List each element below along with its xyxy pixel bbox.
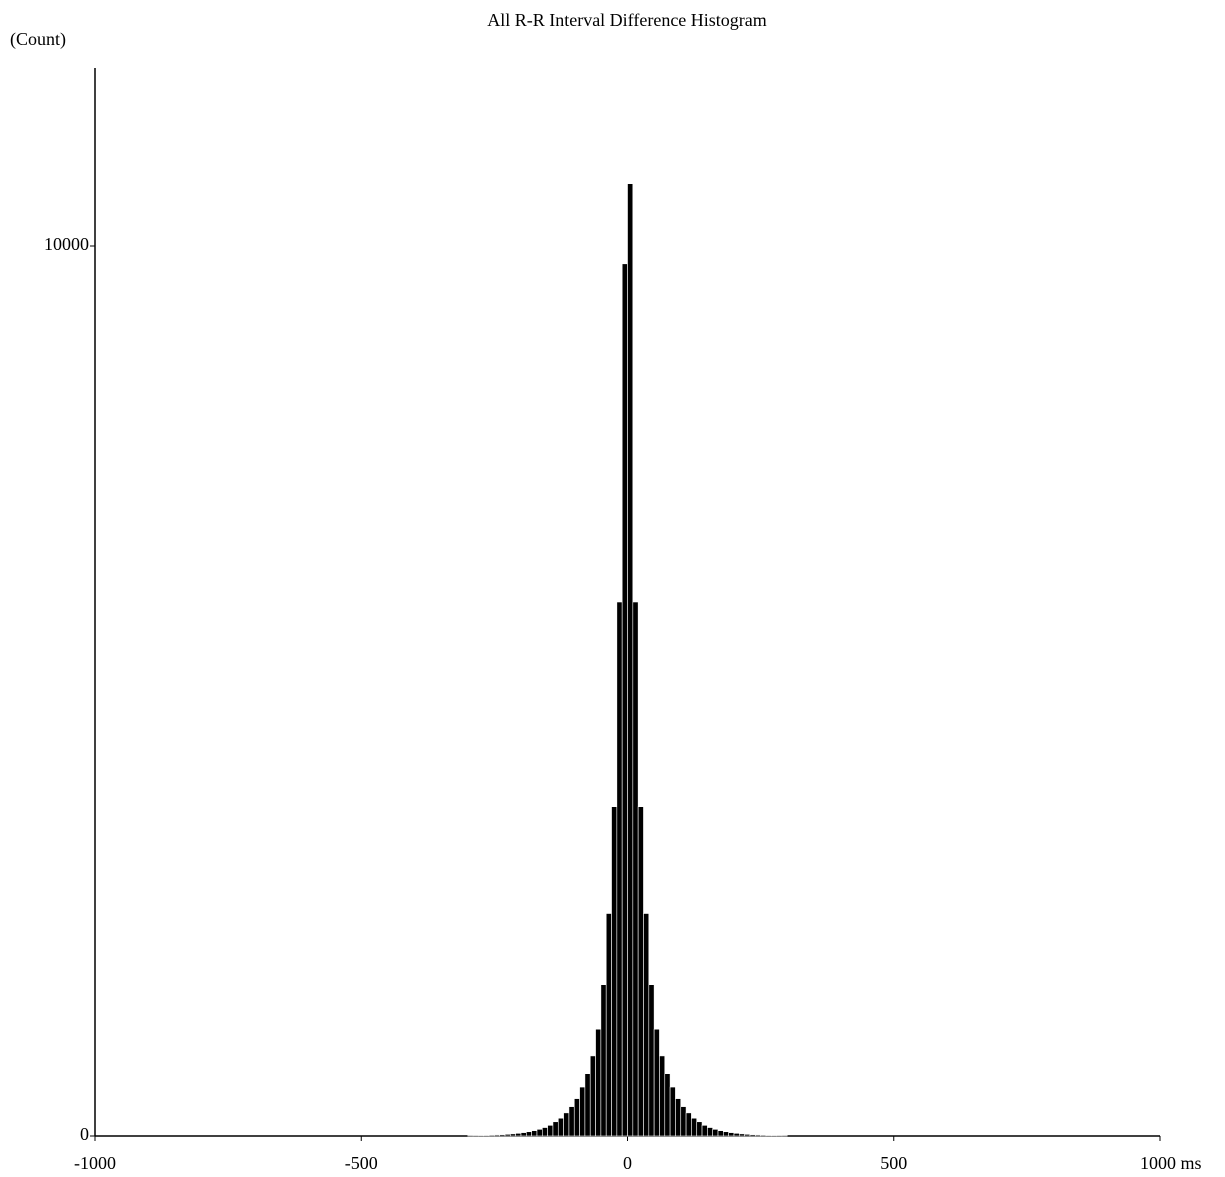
bar [648,984,655,1137]
bar [765,1134,772,1137]
bar [653,1028,660,1137]
x-tick-label: -500 [345,1153,378,1173]
bar [712,1129,719,1137]
bar [744,1134,751,1137]
bar [675,1098,682,1137]
bar [733,1133,740,1137]
bar [573,1098,580,1137]
bar [760,1134,767,1137]
bar [659,1055,666,1137]
chart-title: All R-R Interval Difference Histogram [487,10,767,30]
bar [510,1133,516,1137]
bar [770,1135,777,1137]
bar [595,1028,602,1137]
bar [621,263,628,1137]
bar [701,1125,708,1137]
bar [557,1117,564,1137]
bar [723,1131,729,1137]
bar [584,1073,591,1137]
y-tick-label: 10000 [44,234,89,254]
bar [637,806,644,1137]
bar [643,913,650,1137]
bar [526,1131,532,1137]
bar [605,913,612,1137]
bar [707,1127,713,1137]
bar [685,1112,692,1137]
bar [579,1086,586,1137]
bar [611,806,618,1137]
x-tick-label: 0 [623,1153,632,1173]
bar [600,984,607,1137]
bar [749,1134,756,1137]
bar [728,1132,735,1137]
bar [515,1133,522,1137]
bar [754,1134,761,1137]
bar [568,1106,575,1137]
bar [632,601,639,1137]
bar [478,1135,485,1137]
bar [691,1117,698,1137]
bar [589,1055,596,1137]
bar [669,1086,676,1137]
bar [696,1121,703,1137]
bar [563,1112,570,1137]
bar [504,1134,511,1137]
bar [499,1134,506,1137]
bar [552,1121,559,1137]
bar [664,1073,671,1137]
y-axis-label: (Count) [10,29,66,50]
bar [541,1127,548,1137]
bar [531,1130,538,1137]
bar [520,1132,527,1137]
bar [627,183,634,1137]
bar [494,1134,500,1137]
bar [680,1106,687,1137]
bar [483,1134,490,1137]
bar [739,1133,745,1137]
x-tick-label: 1000 ms [1140,1153,1202,1173]
bar [547,1125,554,1137]
y-tick-label: 0 [80,1124,89,1144]
x-tick-label: -1000 [74,1153,116,1173]
bar [536,1129,543,1137]
bar [616,601,623,1137]
x-tick-label: 500 [880,1153,907,1173]
bar [488,1134,495,1137]
bar [717,1130,724,1137]
